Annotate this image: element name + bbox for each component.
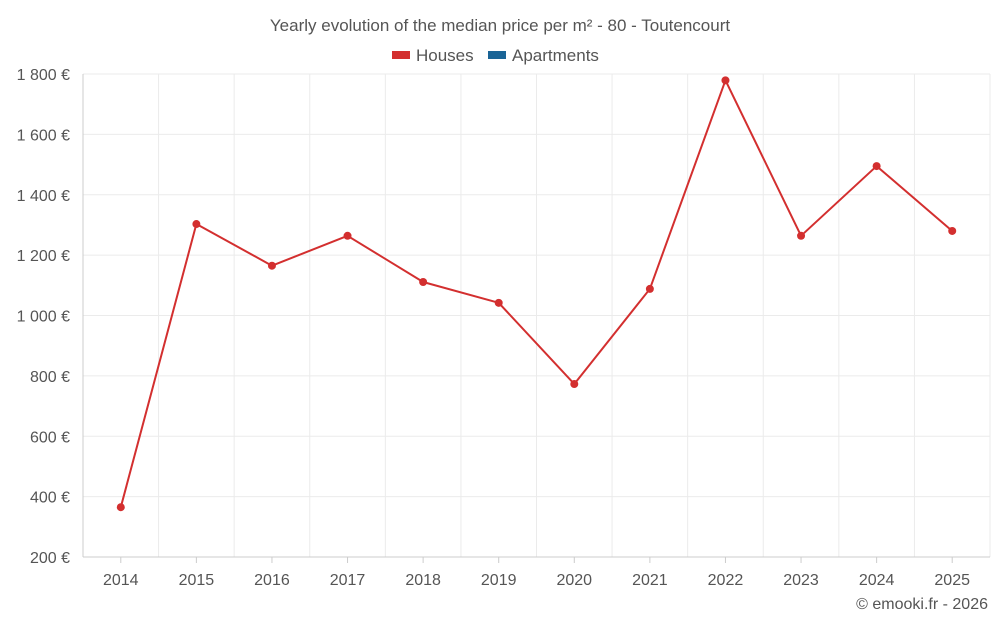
- legend-label-apartments: Apartments: [512, 46, 599, 65]
- series-line-houses: [119, 79, 953, 508]
- grid: [83, 73, 991, 557]
- series-houses: [116, 76, 957, 512]
- x-tick-label: 2023: [783, 572, 819, 589]
- data-point-houses[interactable]: [872, 162, 881, 171]
- data-point-houses[interactable]: [192, 220, 201, 229]
- data-point-houses[interactable]: [419, 277, 428, 286]
- y-tick-label: 1 400 €: [17, 188, 70, 205]
- data-point-houses[interactable]: [267, 261, 276, 270]
- x-tick-label: 2022: [708, 572, 744, 589]
- y-tick-label: 1 600 €: [17, 127, 70, 144]
- credit-text: © emooki.fr - 2026: [856, 596, 988, 613]
- legend-swatch-apartments: [488, 51, 506, 59]
- y-tick-label: 1 200 €: [17, 248, 70, 265]
- x-tick-label: 2015: [179, 572, 215, 589]
- x-tick-label: 2025: [934, 572, 970, 589]
- x-tick-label: 2020: [556, 572, 592, 589]
- data-point-houses[interactable]: [948, 226, 957, 235]
- legend-item-apartments[interactable]: Apartments: [488, 46, 599, 65]
- y-tick-label: 1 800 €: [17, 67, 70, 84]
- x-axis: 2014 2015 2016 2017 2018 2019 2020 2021 2022 2023…: [83, 556, 990, 589]
- x-tick-label: 2014: [103, 572, 139, 589]
- legend-swatch-houses: [392, 51, 410, 59]
- x-tick-label: 2024: [859, 572, 895, 589]
- data-point-houses[interactable]: [494, 298, 503, 307]
- x-tick-label: 2016: [254, 572, 290, 589]
- data-point-houses[interactable]: [570, 380, 579, 389]
- legend-item-houses[interactable]: Houses: [392, 46, 474, 65]
- data-point-houses[interactable]: [721, 76, 730, 85]
- y-tick-label: 200 €: [30, 550, 70, 567]
- y-axis: 200 € 400 € 600 € 800 € 1 000 € 1 200 € 1 400 …: [17, 67, 84, 567]
- x-tick-label: 2018: [405, 572, 441, 589]
- data-point-houses[interactable]: [797, 231, 806, 240]
- legend-label-houses: Houses: [416, 46, 474, 65]
- x-tick-label: 2017: [330, 572, 366, 589]
- x-tick-label: 2019: [481, 572, 517, 589]
- x-tick-label: 2021: [632, 572, 668, 589]
- data-point-houses[interactable]: [645, 284, 654, 293]
- data-point-houses[interactable]: [116, 503, 125, 512]
- y-tick-label: 800 €: [30, 369, 70, 386]
- y-tick-label: 400 €: [30, 490, 70, 507]
- chart-title: Yearly evolution of the median price per…: [270, 16, 730, 35]
- data-point-houses[interactable]: [343, 231, 352, 240]
- y-tick-label: 600 €: [30, 429, 70, 446]
- y-tick-label: 1 000 €: [17, 309, 70, 326]
- legend: Houses Apartments: [392, 46, 599, 65]
